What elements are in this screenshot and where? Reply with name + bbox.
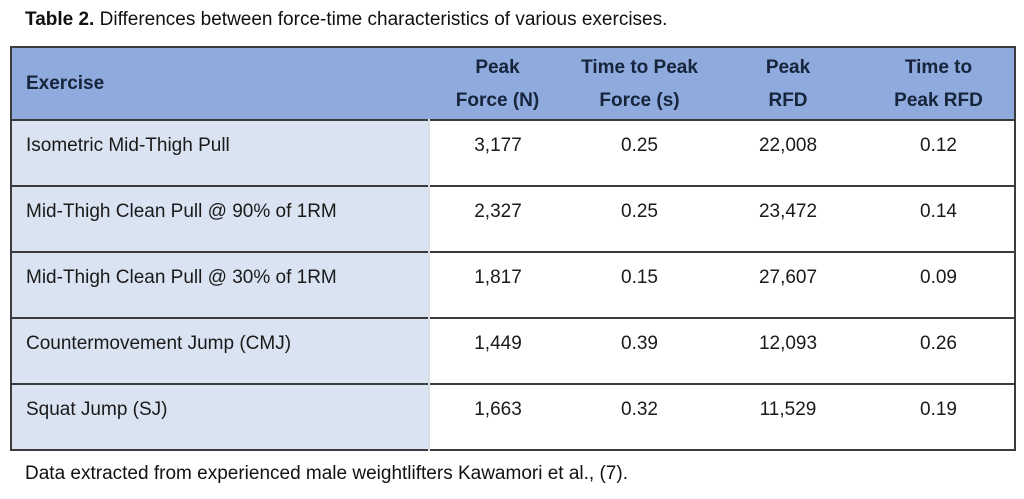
cell-time-to-peak-force: 0.39 <box>566 318 713 384</box>
header-text: Peak <box>765 56 811 78</box>
header-text: Peak <box>475 56 520 78</box>
cell-time-to-peak-rfd: 0.09 <box>863 252 1015 318</box>
header-cell-peak-force: Peak Force (N) <box>429 47 566 120</box>
header-text: Force (N) <box>455 89 540 111</box>
table-header: Exercise Peak Force (N) Time to Peak For… <box>11 47 1015 120</box>
cell-peak-rfd: 23,472 <box>713 186 863 252</box>
cell-time-to-peak-force: 0.25 <box>566 120 713 186</box>
cell-exercise: Countermovement Jump (CMJ) <box>11 318 430 384</box>
cell-peak-force: 3,177 <box>429 120 566 186</box>
cell-peak-rfd: 12,093 <box>713 318 863 384</box>
cell-peak-force: 1,817 <box>429 252 566 318</box>
cell-peak-force: 1,449 <box>429 318 566 384</box>
cell-time-to-peak-rfd: 0.19 <box>863 384 1015 450</box>
table-row: Countermovement Jump (CMJ) 1,449 0.39 12… <box>11 318 1015 384</box>
header-cell-time-to-peak-force: Time to Peak Force (s) <box>566 47 713 120</box>
cell-time-to-peak-rfd: 0.12 <box>863 120 1015 186</box>
header-text: Exercise <box>26 73 105 94</box>
table-caption: Table 2. Differences between force-time … <box>0 0 1024 33</box>
cell-exercise: Mid-Thigh Clean Pull @ 30% of 1RM <box>11 252 430 318</box>
cell-time-to-peak-force: 0.25 <box>566 186 713 252</box>
table-row: Isometric Mid-Thigh Pull 3,177 0.25 22,0… <box>11 120 1015 186</box>
header-cell-time-to-peak-rfd: Time to Peak RFD <box>863 47 1015 120</box>
cell-exercise: Isometric Mid-Thigh Pull <box>11 120 430 186</box>
header-text: Peak RFD <box>894 89 983 111</box>
cell-peak-rfd: 22,008 <box>713 120 863 186</box>
cell-peak-rfd: 27,607 <box>713 252 863 318</box>
header-text: Time to <box>904 56 973 78</box>
header-text: Time to Peak <box>581 56 698 78</box>
table-row: Mid-Thigh Clean Pull @ 30% of 1RM 1,817 … <box>11 252 1015 318</box>
header-row: Exercise Peak Force (N) Time to Peak For… <box>11 47 1015 120</box>
table-footnote: Data extracted from experienced male wei… <box>25 463 628 484</box>
cell-time-to-peak-force: 0.32 <box>566 384 713 450</box>
table-caption-text: Differences between force-time character… <box>94 9 668 30</box>
force-time-table: Exercise Peak Force (N) Time to Peak For… <box>10 46 1016 451</box>
header-cell-exercise: Exercise <box>11 47 429 120</box>
cell-time-to-peak-rfd: 0.26 <box>863 318 1015 384</box>
table-row: Mid-Thigh Clean Pull @ 90% of 1RM 2,327 … <box>11 186 1015 252</box>
header-text: Force (s) <box>599 89 680 111</box>
cell-peak-rfd: 11,529 <box>713 384 863 450</box>
cell-exercise: Squat Jump (SJ) <box>11 384 430 450</box>
header-cell-peak-rfd: Peak RFD <box>713 47 863 120</box>
cell-peak-force: 2,327 <box>429 186 566 252</box>
cell-exercise: Mid-Thigh Clean Pull @ 90% of 1RM <box>11 186 430 252</box>
cell-peak-force: 1,663 <box>429 384 566 450</box>
cell-time-to-peak-rfd: 0.14 <box>863 186 1015 252</box>
table-row: Squat Jump (SJ) 1,663 0.32 11,529 0.19 <box>11 384 1015 450</box>
table-body: Isometric Mid-Thigh Pull 3,177 0.25 22,0… <box>11 120 1015 450</box>
cell-time-to-peak-force: 0.15 <box>566 252 713 318</box>
table-caption-label: Table 2. <box>25 9 95 30</box>
header-text: RFD <box>768 89 808 111</box>
